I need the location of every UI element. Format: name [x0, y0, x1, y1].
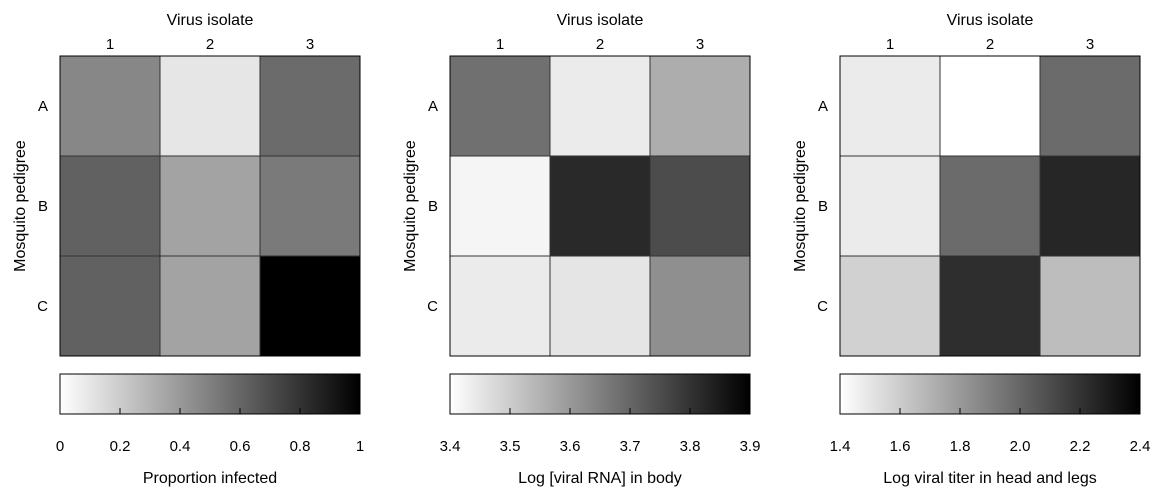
- heatmap-cell: [839, 55, 941, 157]
- heatmap-cell: [939, 255, 1041, 357]
- heatmap-cell: [59, 255, 161, 357]
- colorbar-label: Log [viral RNA] in body: [518, 470, 682, 487]
- colorbar-tick-label: 2.2: [1070, 438, 1091, 455]
- y-tick-label: A: [818, 98, 828, 115]
- colorbar-tick-label: 0.2: [110, 438, 131, 455]
- x-tick-label: 3: [1086, 36, 1094, 53]
- heatmap-cell: [59, 55, 161, 157]
- heatmap-panel-3: Virus isolate 1 2 3 Mosquito pedigree A B C 1.4 1…: [792, 12, 1150, 487]
- heatmap-cell: [1039, 155, 1141, 257]
- heatmap-cell: [939, 55, 1041, 157]
- y-tick-label: C: [37, 298, 48, 315]
- heatmap-cell: [159, 55, 261, 157]
- heatmap-cell: [649, 55, 751, 157]
- y-axis-title: Mosquito pedigree: [402, 140, 419, 272]
- heatmap-cell: [549, 55, 651, 157]
- colorbar-tick-label: 0: [56, 438, 64, 455]
- colorbar-tick-label: 3.9: [740, 438, 761, 455]
- y-tick-label: C: [817, 298, 828, 315]
- colorbar-tick-label: 3.4: [440, 438, 461, 455]
- heatmap-frame: [59, 55, 361, 357]
- colorbar-label: Proportion infected: [143, 470, 277, 487]
- heatmap-cell: [649, 255, 751, 357]
- colorbar-label: Log viral titer in head and legs: [883, 470, 1096, 487]
- x-tick-label: 3: [696, 36, 704, 53]
- colorbar-tick-label: 0.4: [170, 438, 191, 455]
- colorbar-tick-label: 3.8: [680, 438, 701, 455]
- heatmap-cell: [259, 255, 361, 357]
- heatmap-cell: [1039, 255, 1141, 357]
- heatmap-cell: [549, 255, 651, 357]
- heatmap-cell: [159, 255, 261, 357]
- x-tick-label: 1: [496, 36, 504, 53]
- y-axis-title: Mosquito pedigree: [792, 140, 809, 272]
- x-axis-title: Virus isolate: [947, 12, 1034, 29]
- y-tick-label: A: [38, 98, 48, 115]
- colorbar-tick-label: 1.6: [890, 438, 911, 455]
- heatmap-cell: [649, 155, 751, 257]
- x-tick-label: 3: [306, 36, 314, 53]
- y-tick-label: B: [818, 198, 828, 215]
- x-tick-label: 1: [106, 36, 114, 53]
- x-axis-title: Virus isolate: [557, 12, 644, 29]
- colorbar: [59, 373, 361, 415]
- heatmap-frame: [449, 55, 751, 357]
- y-tick-label: C: [427, 298, 438, 315]
- heatmap-panel-2: Virus isolate 1 2 3 Mosquito pedigree A B C 3.4 3…: [402, 12, 760, 487]
- heatmap-cell: [449, 255, 551, 357]
- colorbar-tick-label: 1.4: [830, 438, 851, 455]
- heatmap-frame: [839, 55, 1141, 357]
- colorbar-tick-label: 0.6: [230, 438, 251, 455]
- colorbar: [449, 373, 751, 415]
- colorbar-tick-label: 3.6: [560, 438, 581, 455]
- y-axis-title: Mosquito pedigree: [12, 140, 29, 272]
- colorbar-tick-label: 3.5: [500, 438, 521, 455]
- colorbar-tick-label: 3.7: [620, 438, 641, 455]
- heatmap-cell: [159, 155, 261, 257]
- heatmap-cell: [839, 155, 941, 257]
- heatmap-cell: [839, 255, 941, 357]
- x-tick-label: 2: [986, 36, 994, 53]
- x-tick-label: 2: [206, 36, 214, 53]
- y-tick-label: B: [38, 198, 48, 215]
- colorbar-tick-label: 2.4: [1130, 438, 1151, 455]
- y-tick-label: A: [428, 98, 438, 115]
- heatmap-cell: [259, 155, 361, 257]
- heatmap-cell: [449, 55, 551, 157]
- heatmap-cell: [1039, 55, 1141, 157]
- heatmap-cell: [259, 55, 361, 157]
- colorbar-tick-label: 1.8: [950, 438, 971, 455]
- heatmap-cell: [939, 155, 1041, 257]
- heatmap-cell: [59, 155, 161, 257]
- colorbar-tick-label: 0.8: [290, 438, 311, 455]
- colorbar-tick-label: 2.0: [1010, 438, 1031, 455]
- heatmap-cell: [449, 155, 551, 257]
- y-tick-label: B: [428, 198, 438, 215]
- x-tick-label: 2: [596, 36, 604, 53]
- x-axis-title: Virus isolate: [167, 12, 254, 29]
- heatmap-cell: [549, 155, 651, 257]
- colorbar-tick-label: 1: [356, 438, 364, 455]
- heatmap-panel-1: Virus isolate 1 2 3 Mosquito pedigree A B C 0 0.2…: [12, 12, 364, 487]
- x-tick-label: 1: [886, 36, 894, 53]
- colorbar: [839, 373, 1141, 415]
